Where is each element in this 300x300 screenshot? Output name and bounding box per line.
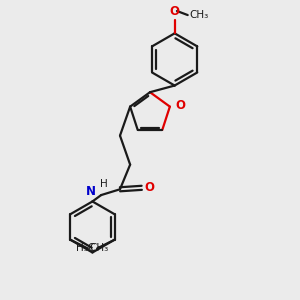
Text: H: H — [100, 179, 108, 189]
Text: N: N — [86, 185, 96, 198]
Text: H₃C: H₃C — [76, 243, 95, 254]
Text: CH₃: CH₃ — [189, 10, 208, 20]
Text: O: O — [169, 5, 180, 18]
Text: O: O — [175, 99, 185, 112]
Text: O: O — [145, 181, 154, 194]
Text: CH₃: CH₃ — [89, 243, 109, 254]
